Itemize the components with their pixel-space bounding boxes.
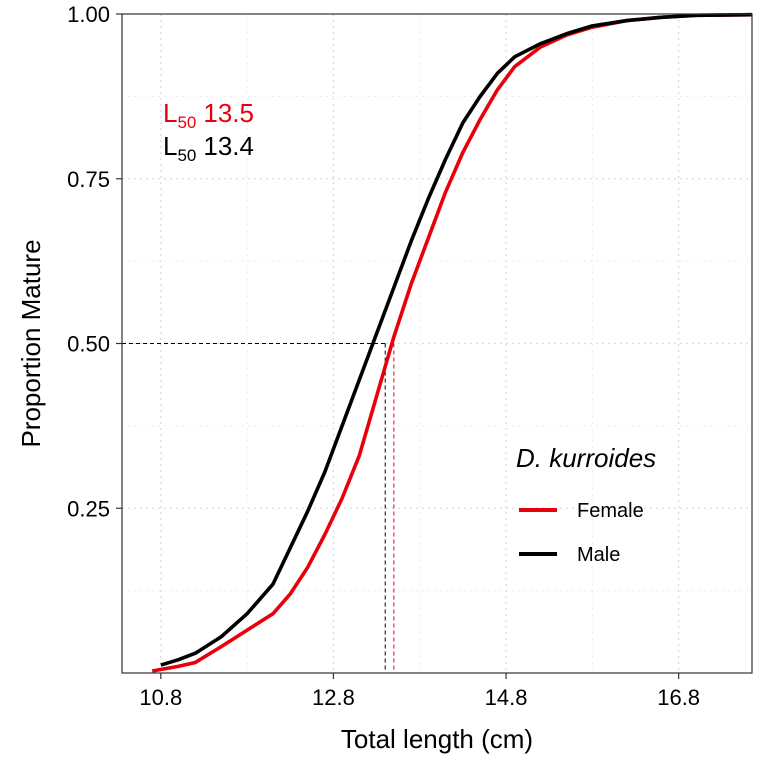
- l50-male-annotation: L50 13.4: [163, 131, 254, 165]
- x-tick-label: 12.8: [312, 685, 355, 710]
- y-tick-label: 0.25: [67, 496, 110, 521]
- l50-male-letter: L: [163, 131, 177, 161]
- y-tick-label: 0.75: [67, 167, 110, 192]
- series-lines: [151, 12, 753, 673]
- legend-title: D. kurroides: [516, 443, 656, 473]
- l50-female-subscript: 50: [177, 113, 196, 132]
- l50-male-subscript: 50: [177, 146, 196, 165]
- y-axis-title: Proportion Mature: [16, 239, 46, 447]
- y-tick-label: 1.00: [67, 2, 110, 27]
- y-tick-label: 0.50: [67, 332, 110, 357]
- x-tick-label: 10.8: [139, 685, 182, 710]
- x-tick-label: 16.8: [657, 685, 700, 710]
- legend: D. kurroides Female Male: [516, 443, 656, 566]
- legend-label-male: Male: [577, 544, 620, 566]
- l50-annotations: L50 13.5 L50 13.4: [163, 98, 254, 165]
- x-tick-label: 14.8: [485, 685, 528, 710]
- l50-female-value: 13.5: [203, 98, 254, 128]
- l50-reference-lines: [122, 343, 395, 673]
- series-line-male: [160, 12, 753, 667]
- x-axis-title: Total length (cm): [341, 724, 533, 754]
- l50-female-annotation: L50 13.5: [163, 98, 254, 132]
- grid-lines: [122, 13, 752, 673]
- l50-female-letter: L: [163, 98, 177, 128]
- legend-label-female: Female: [577, 500, 644, 522]
- axes: 10.8 12.8 14.8 16.8 0.25 0.50 0.75 1.00: [67, 2, 700, 710]
- l50-male-value: 13.4: [203, 131, 254, 161]
